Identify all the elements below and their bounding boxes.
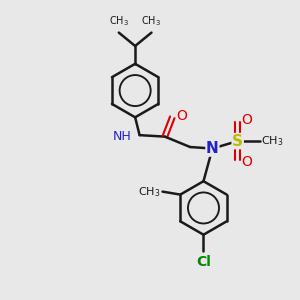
Text: CH$_3$: CH$_3$ <box>138 185 160 199</box>
Text: NH: NH <box>112 130 131 143</box>
Text: S: S <box>232 134 243 148</box>
Text: CH$_3$: CH$_3$ <box>262 134 284 148</box>
Text: CH$_3$: CH$_3$ <box>109 14 129 28</box>
Text: O: O <box>241 113 252 127</box>
Text: CH$_3$: CH$_3$ <box>142 14 161 28</box>
Text: O: O <box>241 155 252 169</box>
Text: O: O <box>176 109 187 123</box>
Text: Cl: Cl <box>196 255 211 268</box>
Text: N: N <box>206 141 219 156</box>
